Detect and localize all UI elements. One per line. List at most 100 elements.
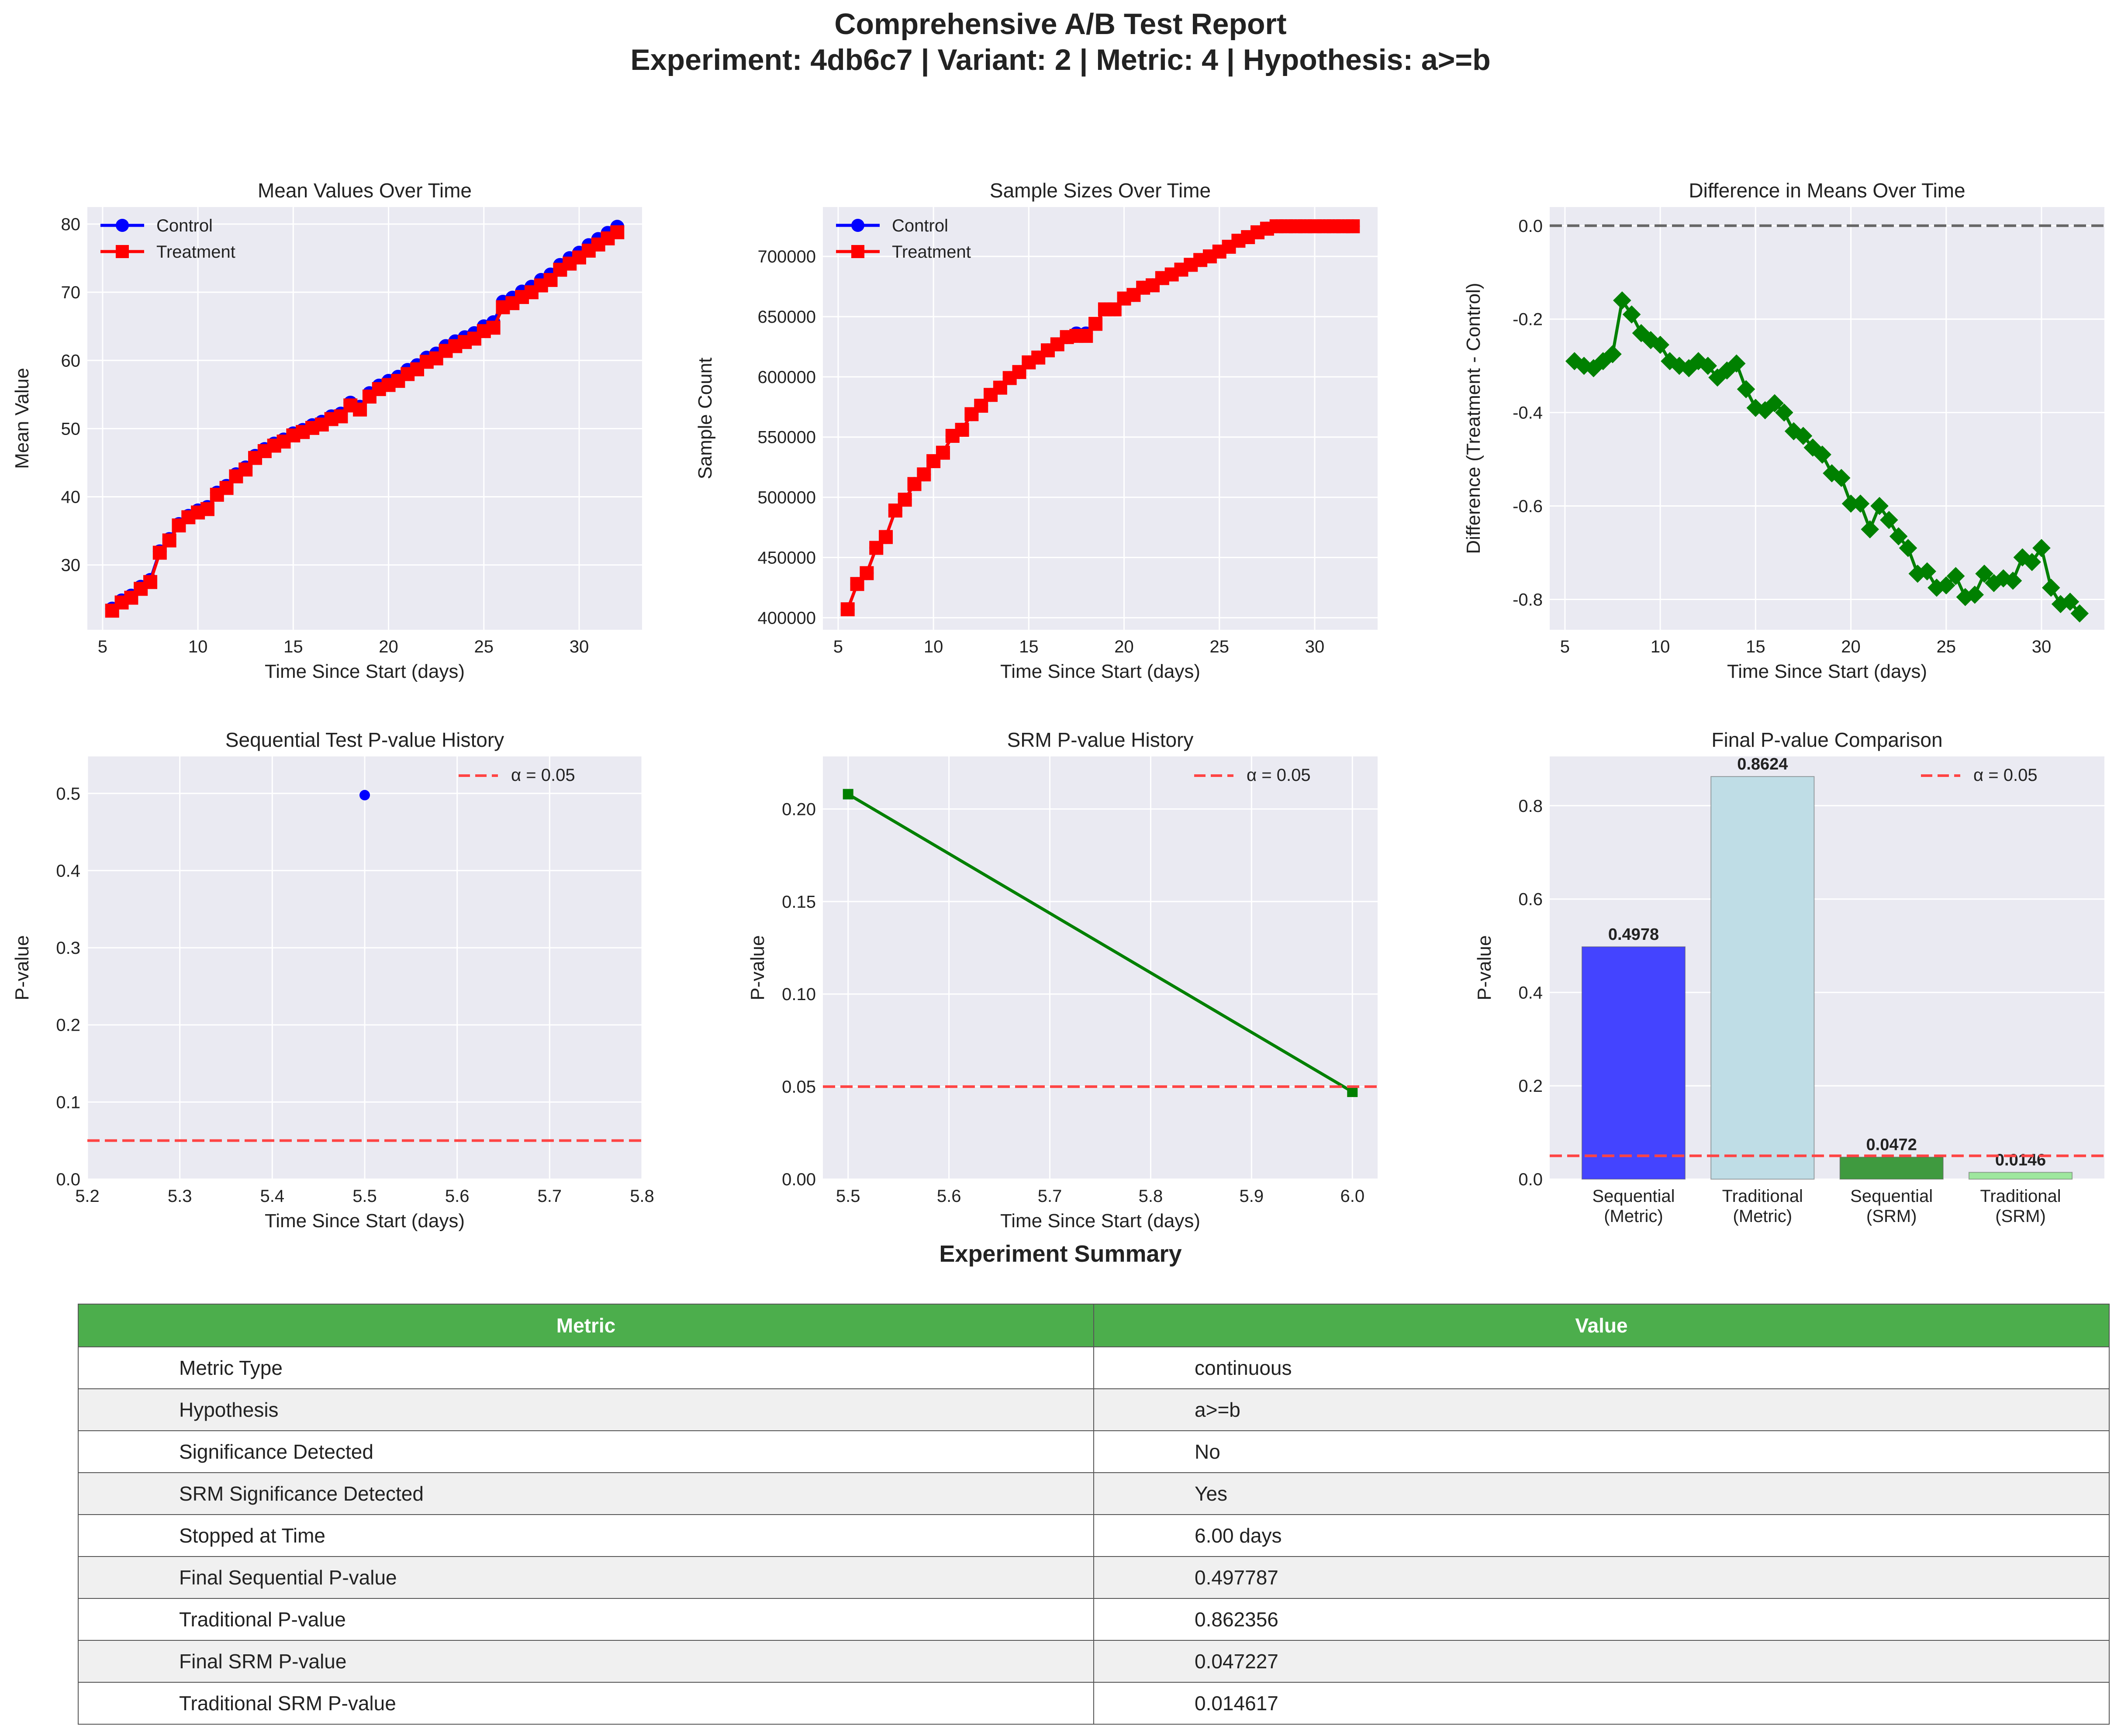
y-tick-label: 550000 bbox=[758, 428, 816, 447]
data-point bbox=[1670, 356, 1689, 375]
y-tick-label: -0.8 bbox=[1513, 590, 1543, 609]
legend-alpha-label: α = 0.05 bbox=[1973, 766, 2038, 785]
plot-background bbox=[823, 756, 1378, 1179]
bar bbox=[1839, 1156, 1944, 1180]
data-point bbox=[1889, 527, 1908, 545]
summary-row: Hypothesis a>=b bbox=[78, 1388, 2110, 1431]
x-tick-label: Sequential bbox=[1592, 1187, 1675, 1206]
data-point bbox=[1899, 539, 1917, 557]
x-tick-label: 5 bbox=[1560, 637, 1570, 656]
chart-title: Difference in Means Over Time bbox=[1689, 179, 1965, 202]
data-point bbox=[1584, 359, 1603, 377]
data-point bbox=[840, 602, 855, 617]
x-tick-label: 5.7 bbox=[538, 1187, 562, 1206]
data-point bbox=[1975, 564, 1993, 583]
x-tick-label: 25 bbox=[1210, 637, 1230, 656]
y-tick-label: 0.2 bbox=[1518, 1077, 1543, 1096]
y-tick-label: 50 bbox=[61, 419, 81, 438]
data-point bbox=[860, 566, 874, 580]
bar-value-label: 0.8624 bbox=[1737, 755, 1788, 773]
y-tick-label: 30 bbox=[61, 556, 81, 575]
data-point bbox=[1347, 1086, 1358, 1097]
x-tick-label: (SRM) bbox=[1866, 1207, 1917, 1226]
data-point bbox=[353, 402, 367, 417]
summary-value-cell: continuous bbox=[1093, 1346, 2110, 1389]
data-point bbox=[1775, 403, 1793, 422]
x-tick-label: 30 bbox=[570, 637, 589, 656]
summary-value-cell: No bbox=[1093, 1430, 2110, 1473]
data-point bbox=[843, 789, 853, 800]
y-tick-label: 0.6 bbox=[1518, 890, 1543, 909]
data-point bbox=[1813, 445, 1831, 464]
chart-title: Sample Sizes Over Time bbox=[990, 179, 1211, 202]
bar bbox=[1710, 776, 1815, 1180]
summary-value-cell: 0.497787 bbox=[1093, 1556, 2110, 1599]
x-tick-label: (Metric) bbox=[1604, 1207, 1663, 1226]
data-point bbox=[1661, 352, 1679, 370]
y-axis-label: P-value bbox=[1474, 935, 1495, 1000]
y-axis-label: Mean Value bbox=[11, 368, 33, 469]
x-tick-label: (Metric) bbox=[1733, 1207, 1793, 1226]
bar bbox=[1581, 946, 1686, 1180]
series-line bbox=[847, 793, 1354, 1093]
bar-value-label: 0.0146 bbox=[1995, 1151, 2046, 1169]
x-tick-label: (SRM) bbox=[1995, 1207, 2046, 1226]
x-tick-label: 5.6 bbox=[937, 1187, 961, 1206]
data-point bbox=[1594, 352, 1612, 370]
data-point bbox=[2042, 578, 2060, 597]
summary-metric-cell: Traditional SRM P-value bbox=[78, 1682, 1094, 1725]
x-tick-label: Sequential bbox=[1850, 1187, 1933, 1206]
summary-value-cell: 0.047227 bbox=[1093, 1640, 2110, 1683]
y-tick-label: 0.0 bbox=[1518, 217, 1543, 236]
y-tick-label: 650000 bbox=[758, 307, 816, 327]
x-axis-label: Time Since Start (days) bbox=[1727, 661, 1927, 682]
y-tick-label: 0.10 bbox=[782, 985, 816, 1004]
data-point bbox=[1737, 380, 1755, 398]
legend-label: Treatment bbox=[156, 242, 235, 262]
data-point bbox=[116, 245, 129, 258]
y-tick-label: 600000 bbox=[758, 368, 816, 387]
x-tick-label: 20 bbox=[1841, 637, 1861, 656]
summary-header-value: Value bbox=[1093, 1304, 2110, 1347]
x-tick-label: 30 bbox=[1305, 637, 1325, 656]
y-axis-label: Sample Count bbox=[694, 358, 716, 480]
data-point bbox=[851, 245, 864, 258]
x-tick-label: 10 bbox=[188, 637, 208, 656]
x-tick-label: 5 bbox=[98, 637, 107, 656]
data-point bbox=[1928, 578, 1946, 597]
summary-row: Traditional SRM P-value 0.014617 bbox=[78, 1682, 2110, 1725]
summary-metric-cell: SRM Significance Detected bbox=[78, 1472, 1094, 1515]
x-tick-label: 5.4 bbox=[260, 1187, 285, 1206]
chart-final: 0.0 0.2 0.4 0.6 0.8 Final P-value Comparison P… bbox=[1474, 728, 2104, 1226]
x-axis-label: Time Since Start (days) bbox=[265, 661, 465, 682]
report-title-line2: Experiment: 4db6c7 | Variant: 2 | Metric… bbox=[630, 43, 1490, 77]
data-point bbox=[1689, 352, 1708, 370]
data-point bbox=[1079, 329, 1093, 343]
legend-label: Treatment bbox=[892, 242, 971, 262]
x-tick-label: 6.0 bbox=[1340, 1187, 1364, 1206]
data-point bbox=[917, 467, 931, 482]
summary-metric-cell: Significance Detected bbox=[78, 1430, 1094, 1473]
y-tick-label: 0.20 bbox=[782, 800, 816, 819]
y-axis-label: P-value bbox=[11, 935, 33, 1000]
data-point bbox=[1832, 469, 1851, 487]
summary-title: Experiment Summary bbox=[939, 1241, 1182, 1267]
data-point bbox=[1908, 564, 1927, 583]
data-point bbox=[2070, 604, 2089, 623]
data-point bbox=[1718, 361, 1736, 380]
chart-diff: -0.8 -0.6 -0.4 -0.2 0.0 5 10 15 20 25 30 Difference… bbox=[1463, 179, 2104, 682]
x-tick-label: 5.6 bbox=[445, 1187, 470, 1206]
data-point bbox=[1613, 291, 1631, 310]
y-tick-label: 450000 bbox=[758, 549, 816, 568]
data-point bbox=[610, 225, 625, 239]
summary-value-cell: Yes bbox=[1093, 1472, 2110, 1515]
legend-label: Control bbox=[156, 216, 213, 235]
summary-row: Significance Detected No bbox=[78, 1430, 2110, 1473]
summary-row: SRM Significance Detected Yes bbox=[78, 1472, 2110, 1515]
data-point bbox=[1708, 368, 1727, 387]
chart-title: SRM P-value History bbox=[1007, 728, 1194, 751]
y-tick-label: 0.00 bbox=[782, 1170, 816, 1189]
y-tick-label: -0.6 bbox=[1513, 497, 1543, 516]
x-tick-label: 5.7 bbox=[1038, 1187, 1062, 1206]
y-tick-label: 0.0 bbox=[56, 1170, 80, 1189]
